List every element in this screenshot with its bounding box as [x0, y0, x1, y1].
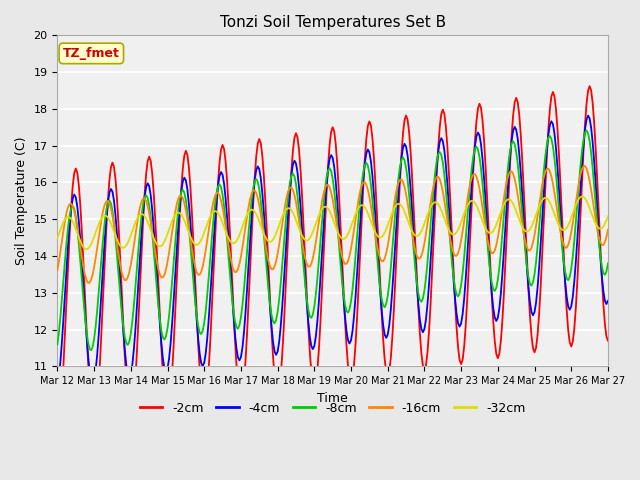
Y-axis label: Soil Temperature (C): Soil Temperature (C) [15, 137, 28, 265]
Legend: -2cm, -4cm, -8cm, -16cm, -32cm: -2cm, -4cm, -8cm, -16cm, -32cm [135, 396, 531, 420]
Title: Tonzi Soil Temperatures Set B: Tonzi Soil Temperatures Set B [220, 15, 445, 30]
X-axis label: Time: Time [317, 392, 348, 405]
Text: TZ_fmet: TZ_fmet [63, 47, 120, 60]
